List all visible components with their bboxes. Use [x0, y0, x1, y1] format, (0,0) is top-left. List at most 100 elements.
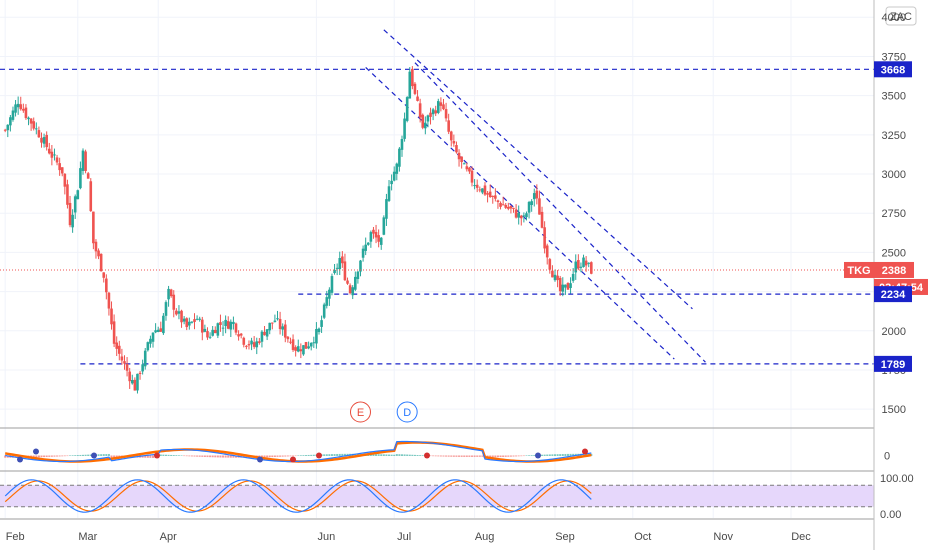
candle-body	[19, 104, 23, 110]
candle-body	[416, 96, 419, 101]
macd-histogram-bar	[473, 455, 476, 457]
macd-histogram-bar	[260, 455, 263, 458]
macd-histogram-bar	[279, 455, 282, 457]
macd-cross-dot	[257, 456, 263, 463]
macd-histogram-bar	[354, 453, 357, 456]
macd-histogram-bar	[496, 455, 499, 458]
candle-body	[6, 124, 10, 131]
macd-histogram-bar	[400, 454, 403, 456]
macd-histogram-bar	[159, 454, 162, 456]
macd-histogram-bar	[110, 455, 113, 458]
candle-body	[29, 118, 33, 124]
candle-body	[252, 342, 256, 347]
candle-body	[242, 337, 246, 345]
trend-channel[interactable]	[365, 29, 706, 363]
candle-body	[27, 117, 30, 120]
candle-body	[117, 345, 121, 354]
macd-histogram-bar	[520, 455, 523, 457]
candle-body	[138, 372, 142, 374]
candle-body	[208, 336, 212, 338]
event-marker[interactable]	[396, 401, 418, 423]
channel-line[interactable]	[365, 66, 675, 360]
candle-body	[364, 244, 367, 251]
candle-body	[418, 103, 422, 118]
candle-body	[120, 356, 124, 361]
candle-body	[151, 332, 155, 342]
month-label: Mar	[78, 531, 97, 543]
candle-body	[491, 195, 495, 197]
candle-body	[582, 257, 585, 267]
candle-body	[278, 318, 282, 330]
candle-body	[271, 322, 274, 324]
candle-body	[58, 163, 61, 171]
candle-body	[374, 232, 378, 238]
candle-body	[213, 329, 217, 334]
candle-body	[343, 261, 347, 281]
candle-body	[395, 163, 399, 174]
macd-histogram-bar	[330, 454, 333, 456]
macd-histogram-bar	[478, 455, 481, 457]
candle-body	[361, 248, 365, 258]
macd-histogram-bar	[227, 455, 230, 458]
macd-line	[5, 440, 592, 463]
candle-body	[79, 168, 82, 189]
macd-histogram-bar	[312, 454, 315, 456]
macd-histogram-bar	[323, 454, 326, 456]
macd-histogram-bar	[590, 453, 593, 456]
candle-body	[354, 276, 357, 290]
price-tick-label: 1500	[882, 404, 906, 416]
candle-body	[486, 193, 489, 195]
key-level-lines[interactable]	[0, 68, 874, 365]
macd-histogram-bar	[380, 454, 383, 456]
macd-histogram-bar	[509, 455, 512, 457]
channel-line[interactable]	[414, 62, 706, 363]
macd-histogram-bar	[268, 455, 271, 458]
macd-histogram-bar	[388, 454, 391, 456]
candle-body	[369, 232, 373, 242]
candle-body	[149, 338, 152, 344]
candle-body	[84, 151, 87, 171]
macd-histogram-bar	[390, 454, 393, 456]
candle-body	[224, 319, 227, 327]
candle-body	[348, 285, 352, 294]
event-marker[interactable]	[349, 401, 371, 423]
macd-histogram-bar	[343, 453, 346, 456]
macd-histogram-bar	[499, 455, 502, 458]
candle-body	[182, 318, 186, 322]
candle-body	[561, 284, 565, 292]
candle-body	[424, 122, 427, 129]
candle-body	[540, 211, 544, 228]
candle-body	[322, 304, 326, 318]
macd-histogram-bar	[403, 454, 406, 456]
macd-histogram-bar	[395, 454, 398, 456]
candle-body	[307, 346, 310, 349]
candle-body	[442, 104, 445, 110]
macd-histogram-bar	[56, 455, 59, 457]
macd-cross-dot	[424, 452, 430, 459]
macd-histogram-bar	[507, 455, 510, 457]
event-marker-label: E	[357, 407, 364, 419]
candle-body	[245, 345, 248, 347]
candle-body	[470, 170, 474, 183]
macd-histogram-bar	[548, 454, 551, 456]
candle-body	[14, 104, 17, 113]
macd-histogram-bar	[310, 454, 313, 456]
candle-body	[239, 333, 243, 336]
macd-histogram-bar	[107, 453, 110, 456]
candle-body	[66, 184, 69, 205]
candle-body	[455, 145, 458, 153]
channel-line[interactable]	[383, 29, 693, 310]
macd-histogram-bar	[4, 455, 7, 458]
level-tag	[874, 286, 912, 303]
macd-histogram-bar	[216, 455, 219, 458]
stochastic-tick-label: 0.00	[880, 509, 901, 521]
event-marker-label: D	[403, 407, 411, 419]
macd-histogram-bar	[398, 454, 401, 456]
candle-body	[219, 322, 222, 326]
currency-badge[interactable]: ZAC	[885, 6, 917, 26]
macd-histogram-bar	[515, 455, 518, 457]
macd-histogram-bar	[305, 455, 308, 456]
macd-histogram-bar	[504, 455, 507, 457]
